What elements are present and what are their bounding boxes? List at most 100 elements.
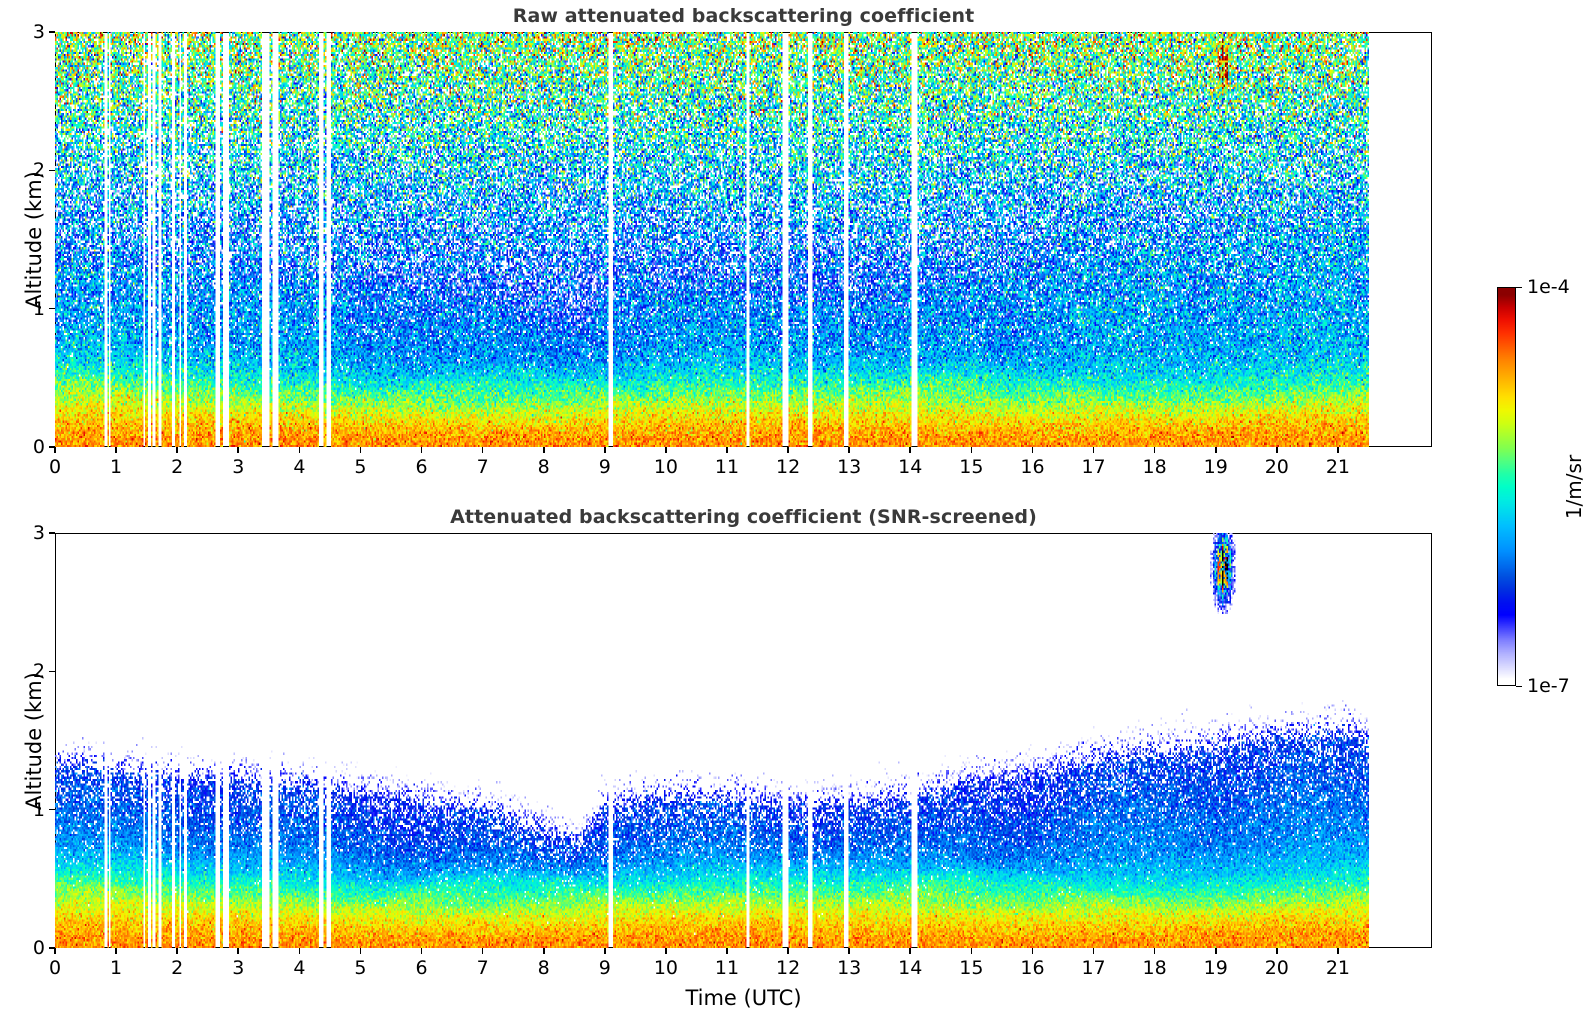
x-tick-label: 21 — [1325, 957, 1350, 979]
y-tick-mark — [49, 169, 55, 172]
x-tick-mark — [1031, 447, 1034, 453]
x-tick-mark — [787, 447, 789, 453]
y-tick-mark — [49, 947, 55, 949]
x-tick-label: 12 — [776, 957, 801, 979]
x-tick-mark — [115, 948, 117, 954]
heatmap-raw — [55, 32, 1432, 447]
y-tick-mark — [49, 670, 55, 673]
colorbar-tick-max — [1516, 287, 1522, 289]
x-tick-mark — [1276, 447, 1278, 453]
x-tick-label: 17 — [1081, 957, 1106, 979]
x-axis-label: Time (UTC) — [685, 986, 802, 1010]
x-tick-mark — [1337, 447, 1339, 453]
x-tick-label: 19 — [1203, 456, 1228, 478]
x-tick-mark — [359, 447, 362, 453]
x-tick-label: 18 — [1142, 456, 1167, 478]
x-tick-label: 10 — [653, 957, 678, 979]
x-tick-mark — [481, 948, 484, 954]
x-tick-label: 5 — [354, 957, 367, 979]
x-tick-label: 20 — [1264, 957, 1289, 979]
x-tick-mark — [298, 447, 301, 453]
x-tick-mark — [970, 447, 973, 453]
x-tick-mark — [237, 948, 240, 954]
y-tick-label: 1 — [32, 297, 45, 320]
x-tick-mark — [176, 948, 178, 954]
x-tick-label: 15 — [959, 957, 984, 979]
x-tick-label: 6 — [415, 957, 428, 979]
x-tick-mark — [909, 447, 912, 453]
x-tick-label: 7 — [476, 957, 489, 979]
x-tick-label: 12 — [776, 456, 801, 478]
y-tick-label: 3 — [32, 21, 45, 43]
x-tick-label: 16 — [1020, 957, 1045, 979]
colorbar-title: 1/m/sr — [1562, 454, 1586, 519]
x-tick-mark — [1337, 948, 1339, 954]
x-tick-mark — [420, 447, 423, 453]
y-tick-mark — [49, 446, 55, 448]
x-tick-label: 8 — [537, 957, 550, 979]
x-tick-label: 17 — [1081, 456, 1106, 478]
y-tick-mark — [49, 31, 55, 33]
x-tick-label: 9 — [598, 957, 611, 979]
x-tick-mark — [176, 447, 178, 453]
x-tick-mark — [542, 948, 545, 954]
x-tick-mark — [1092, 948, 1095, 954]
x-tick-label: 18 — [1142, 957, 1167, 979]
x-tick-label: 9 — [598, 456, 611, 478]
x-tick-mark — [604, 948, 606, 954]
y-tick-label: 3 — [32, 522, 45, 544]
x-tick-mark — [726, 948, 728, 954]
x-tick-label: 1 — [110, 957, 123, 979]
y-tick-label: 1 — [32, 798, 45, 821]
x-tick-mark — [298, 948, 301, 954]
x-tick-mark — [420, 948, 423, 954]
x-tick-mark — [726, 447, 728, 453]
x-tick-mark — [909, 948, 912, 954]
x-tick-mark — [1214, 447, 1217, 453]
x-tick-label: 14 — [898, 456, 923, 478]
x-tick-mark — [1092, 447, 1095, 453]
x-tick-label: 1 — [110, 456, 123, 478]
panel-title-raw: Raw attenuated backscattering coefficien… — [512, 5, 975, 27]
x-tick-mark — [787, 948, 789, 954]
x-tick-label: 15 — [959, 456, 984, 478]
x-tick-mark — [481, 447, 484, 453]
x-tick-label: 11 — [714, 456, 740, 478]
x-tick-label: 2 — [171, 957, 184, 979]
x-tick-label: 0 — [48, 456, 62, 478]
x-tick-label: 8 — [537, 456, 550, 478]
colorbar-max-label: 1e-4 — [1527, 276, 1570, 298]
x-tick-label: 3 — [232, 456, 245, 478]
x-tick-mark — [1153, 447, 1156, 453]
x-tick-label: 3 — [232, 957, 245, 979]
x-tick-mark — [970, 948, 973, 954]
panel-title-screened: Attenuated backscattering coefficient (S… — [450, 506, 1037, 528]
x-tick-label: 21 — [1325, 456, 1350, 478]
x-tick-label: 19 — [1203, 957, 1228, 979]
colorbar-gradient — [1497, 287, 1516, 686]
x-tick-mark — [1276, 948, 1278, 954]
colorbar-min-label: 1e-7 — [1527, 675, 1570, 697]
x-tick-mark — [665, 447, 667, 453]
x-tick-label: 5 — [354, 456, 367, 478]
x-tick-label: 13 — [837, 456, 862, 478]
x-tick-mark — [115, 447, 117, 453]
x-tick-mark — [54, 948, 56, 954]
x-tick-mark — [848, 948, 850, 954]
x-tick-mark — [848, 447, 850, 453]
heatmap-screened — [55, 533, 1432, 948]
x-tick-label: 11 — [714, 957, 740, 979]
y-tick-label: 2 — [32, 159, 45, 182]
y-tick-label: 0 — [32, 436, 45, 458]
x-tick-label: 4 — [293, 456, 306, 478]
x-tick-label: 16 — [1020, 456, 1045, 478]
y-tick-mark — [49, 532, 55, 534]
colorbar-tick-min — [1516, 686, 1522, 688]
x-tick-label: 13 — [837, 957, 862, 979]
x-tick-label: 6 — [415, 456, 428, 478]
y-tick-mark — [49, 307, 55, 310]
x-tick-label: 2 — [171, 456, 184, 478]
y-tick-label: 2 — [32, 660, 45, 683]
